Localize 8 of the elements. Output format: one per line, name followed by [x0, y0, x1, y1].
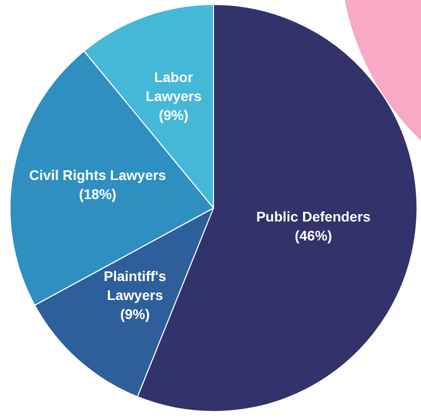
data-label: (46%) — [294, 228, 332, 244]
slice-label: Civil Rights Lawyers — [29, 166, 166, 183]
slice-label: Public Defenders — [256, 208, 371, 225]
data-label: (9%) — [158, 106, 188, 123]
slice-label: Plaintiff's Lawyers — [104, 268, 166, 303]
data-label: (18%) — [78, 186, 116, 202]
slice-label: Labor Lawyers — [146, 68, 202, 104]
data-label: (9%) — [120, 306, 150, 322]
